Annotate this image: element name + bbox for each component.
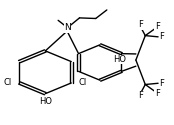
Text: F: F (155, 22, 160, 31)
Text: Cl: Cl (3, 78, 12, 88)
Text: HO: HO (39, 97, 52, 106)
Text: HO: HO (113, 55, 126, 64)
Text: F: F (138, 20, 143, 29)
Text: F: F (138, 91, 143, 100)
Text: F: F (155, 89, 160, 98)
Text: Cl: Cl (79, 78, 87, 88)
Text: F: F (159, 32, 164, 41)
Text: F: F (159, 79, 164, 88)
Text: N: N (64, 23, 71, 32)
